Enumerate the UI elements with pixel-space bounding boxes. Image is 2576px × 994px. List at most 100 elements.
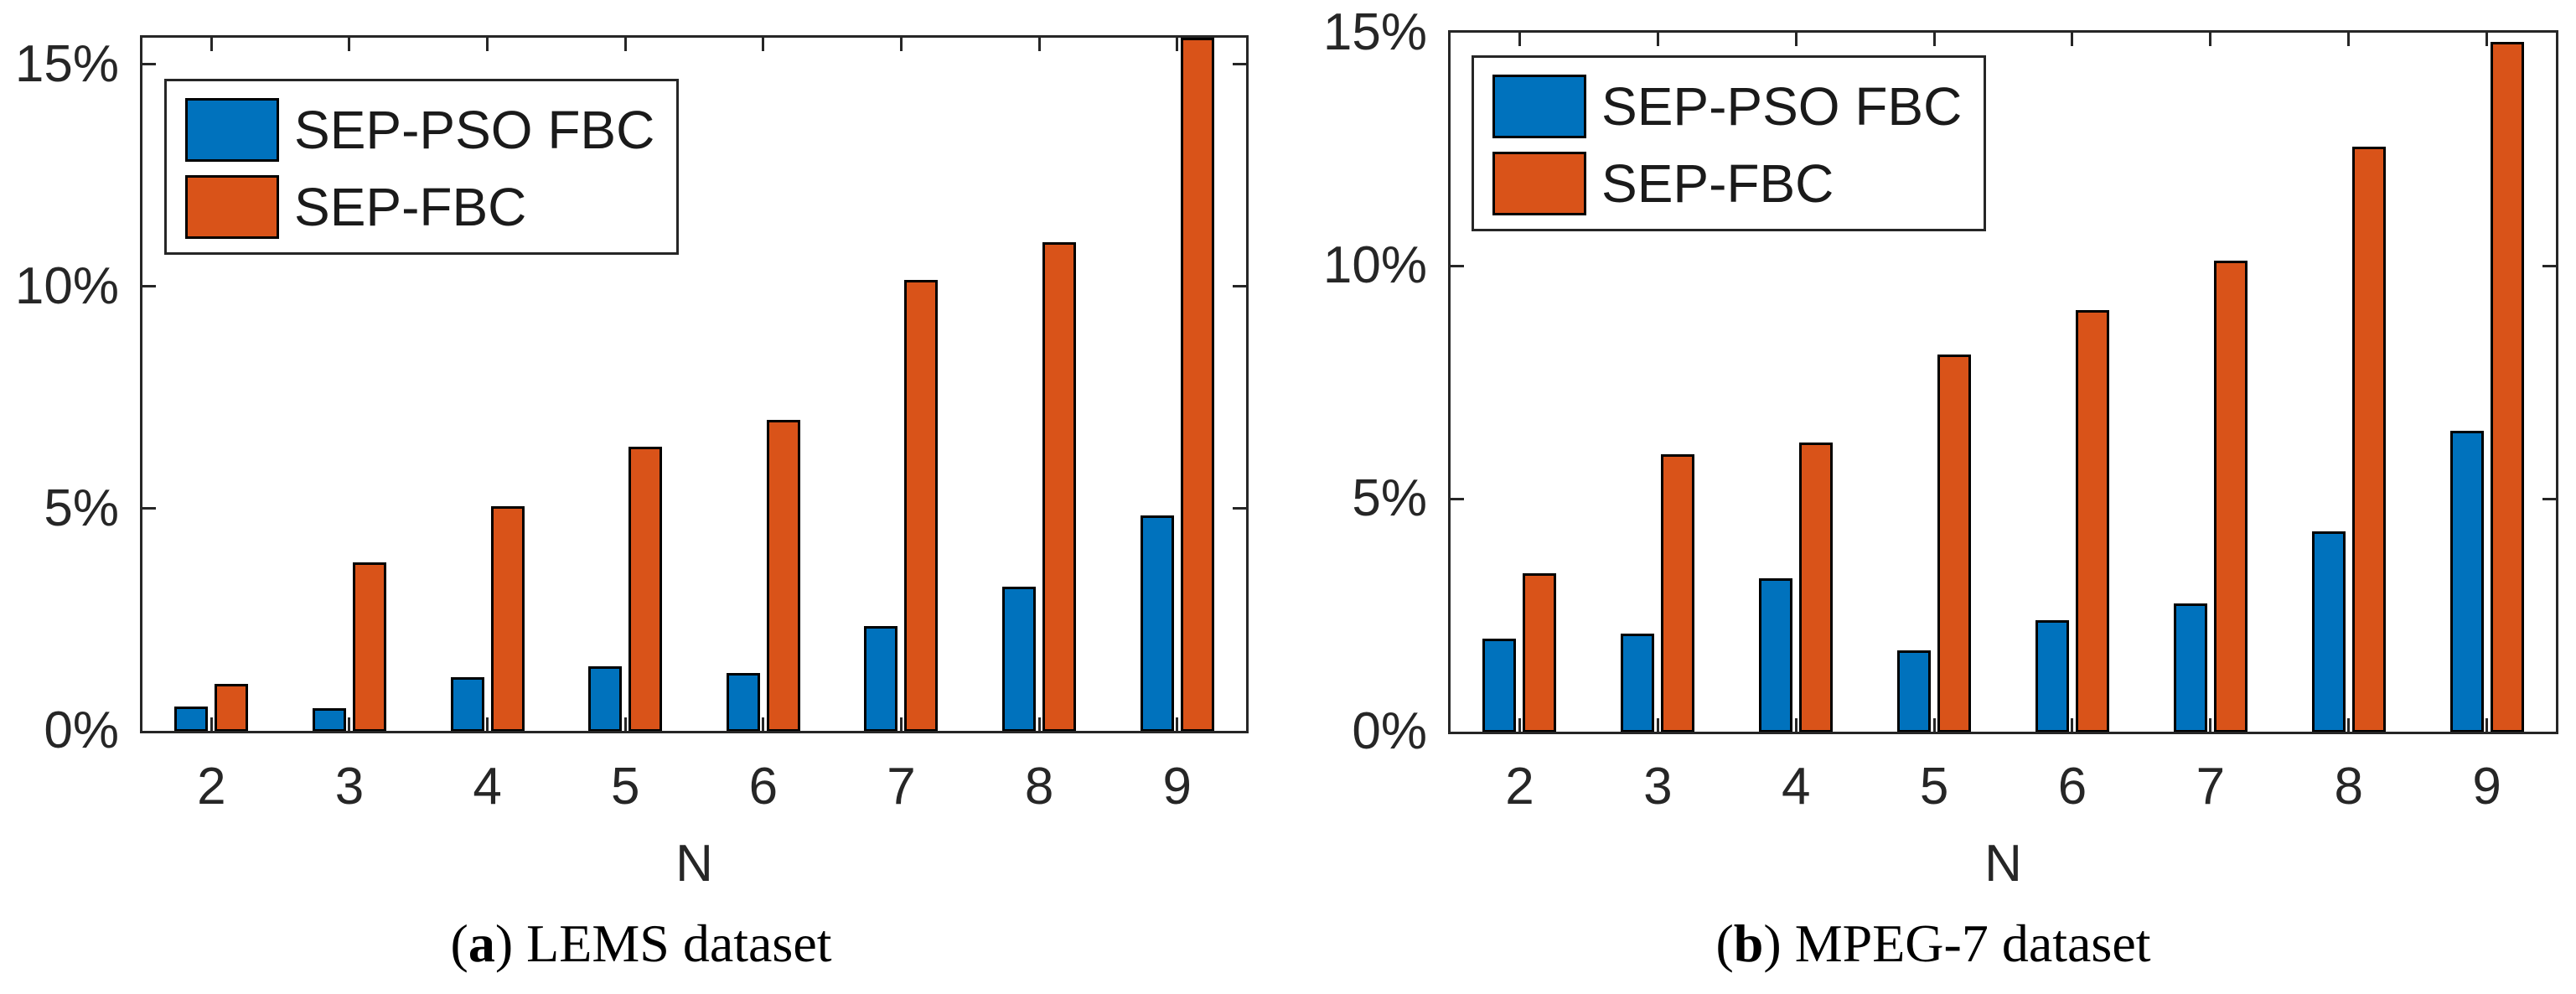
bar-sep-fbc-n2 [1523,573,1557,732]
bar-sep-pso-fbc-n2 [174,707,209,731]
bar-sep-pso-fbc-n9 [2449,431,2484,732]
chart-a-legend: SEP-PSO FBC SEP-FBC [164,79,680,255]
bar-sep-fbc-n2 [215,684,249,731]
x-axis-tick [2347,33,2351,46]
x-tick-label: 9 [2472,758,2501,815]
y-axis-tick [142,63,156,66]
bar-sep-fbc-n9 [2490,42,2524,732]
y-tick-label: 10% [1322,236,1427,294]
caption-b-text: MPEG-7 dataset [1781,914,2151,973]
bar-sep-pso-fbc-n7 [864,626,898,731]
x-axis-tick [1656,718,1659,732]
caption-a-text: LEMS dataset [513,914,832,973]
legend-entry-sep-pso-fbc: SEP-PSO FBC [185,98,654,162]
x-tick-label: 4 [1781,758,1811,815]
y-tick-label: 0% [44,701,119,759]
x-axis-tick [209,38,213,51]
x-axis-tick [348,717,351,731]
x-tick-label: 8 [2334,758,2363,815]
bar-sep-pso-fbc-n6 [2035,620,2069,732]
chart-b-legend: SEP-PSO FBC SEP-FBC [1472,55,1987,231]
bar-sep-fbc-n7 [904,280,939,731]
bar-sep-pso-fbc-n3 [312,708,346,731]
x-axis-tick [486,38,489,51]
x-axis-tick [1932,33,1936,46]
x-axis-tick [1794,33,1798,46]
bar-sep-pso-fbc-n5 [588,666,623,731]
x-tick-label: 3 [1643,758,1673,815]
x-axis-tick [623,717,627,731]
x-axis-tick [348,38,351,51]
x-tick-label: 5 [610,758,640,815]
caption-b-paren-close: ) [1763,914,1782,973]
bar-sep-fbc-n6 [2075,310,2109,732]
x-axis-tick [1037,717,1041,731]
x-axis-tick [209,717,213,731]
caption-a-letter: a [468,914,495,973]
x-tick-label: 6 [2057,758,2087,815]
bar-sep-pso-fbc-n6 [726,673,760,731]
x-axis-tick [1794,718,1798,732]
y-tick-label: 0% [1352,702,1427,760]
x-axis-tick [1518,718,1521,732]
legend-label-sep-pso-fbc: SEP-PSO FBC [1601,76,1963,137]
legend-swatch-sep-pso-fbc-icon [1492,75,1586,138]
y-tick-label: 5% [1352,469,1427,527]
bar-sep-fbc-n3 [352,562,386,731]
bar-sep-pso-fbc-n4 [450,677,484,731]
x-axis-tick [2347,718,2351,732]
legend-label-sep-pso-fbc: SEP-PSO FBC [294,100,655,160]
y-axis-tick [1451,264,1464,267]
x-axis-tick [2071,718,2074,732]
x-tick-label: 8 [1024,758,1054,815]
x-axis-tick [1932,718,1936,732]
bar-sep-pso-fbc-n2 [1482,639,1517,732]
x-axis-tick [2209,33,2212,46]
bar-sep-fbc-n8 [1042,242,1077,731]
bar-sep-fbc-n5 [628,447,663,731]
bar-sep-fbc-n7 [2213,261,2248,732]
chart-a-plot-area [140,35,1249,733]
bar-sep-pso-fbc-n3 [1621,634,1655,732]
bar-sep-fbc-n3 [1661,454,1695,732]
bar-sep-fbc-n4 [1799,443,1834,732]
x-tick-label: 7 [2196,758,2226,815]
x-axis-tick [623,38,627,51]
bar-sep-fbc-n9 [1180,38,1214,731]
bar-sep-fbc-n6 [766,420,800,731]
x-tick-label: 9 [1162,758,1192,815]
bar-sep-fbc-n4 [490,506,525,731]
caption-a-paren-open: ( [450,914,468,973]
legend-entry-sep-fbc: SEP-FBC [1492,152,1962,215]
x-axis-tick [899,717,903,731]
legend-entry-sep-fbc: SEP-FBC [185,175,654,239]
y-axis-tick [142,507,156,510]
x-axis-tick [2071,33,2074,46]
x-axis-tick [762,38,765,51]
y-tick-label: 15% [1322,3,1427,61]
legend-swatch-sep-fbc-icon [185,175,279,239]
caption-b-letter: b [1733,914,1764,973]
legend-swatch-sep-pso-fbc-icon [185,98,279,162]
bar-sep-pso-fbc-n4 [1759,578,1793,732]
bar-sep-pso-fbc-n7 [2173,603,2207,732]
x-tick-label: 3 [334,758,365,815]
x-tick-label: 2 [1505,758,1534,815]
legend-label-sep-fbc: SEP-FBC [294,177,527,237]
caption-a-paren-close: ) [494,914,514,973]
x-axis-tick [899,38,903,51]
bar-sep-pso-fbc-n9 [1140,515,1174,731]
x-axis-tick [762,717,765,731]
y-axis-tick [1233,63,1246,66]
bar-sep-pso-fbc-n8 [2311,531,2346,732]
chart-b-x-axis-label: N [1984,835,2022,893]
y-tick-label: 5% [44,479,119,537]
bar-sep-pso-fbc-n8 [1002,587,1037,731]
y-axis-tick [142,285,156,288]
chart-b-caption: (b) MPEG-7 dataset [1389,915,2478,972]
legend-swatch-sep-fbc-icon [1492,152,1586,215]
legend-label-sep-fbc: SEP-FBC [1601,153,1834,214]
x-tick-label: 4 [473,758,502,815]
y-axis-tick [1233,507,1246,510]
